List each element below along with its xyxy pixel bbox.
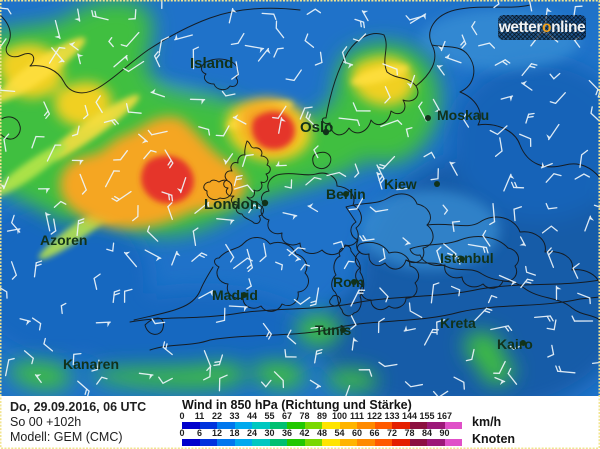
svg-text:Istanbul: Istanbul <box>440 250 494 266</box>
svg-text:Tunis: Tunis <box>315 322 352 338</box>
svg-text:Madrid: Madrid <box>212 287 258 303</box>
svg-text:Moskau: Moskau <box>437 107 489 123</box>
svg-text:Kairo: Kairo <box>497 336 533 352</box>
svg-text:Rom: Rom <box>333 274 364 290</box>
svg-text:Kreta: Kreta <box>440 315 476 331</box>
svg-text:Island: Island <box>190 55 233 72</box>
svg-text:Azoren: Azoren <box>40 232 87 248</box>
svg-text:Kiew: Kiew <box>384 176 417 192</box>
svg-text:Kanaren: Kanaren <box>63 356 119 372</box>
svg-text:London: London <box>204 196 259 213</box>
